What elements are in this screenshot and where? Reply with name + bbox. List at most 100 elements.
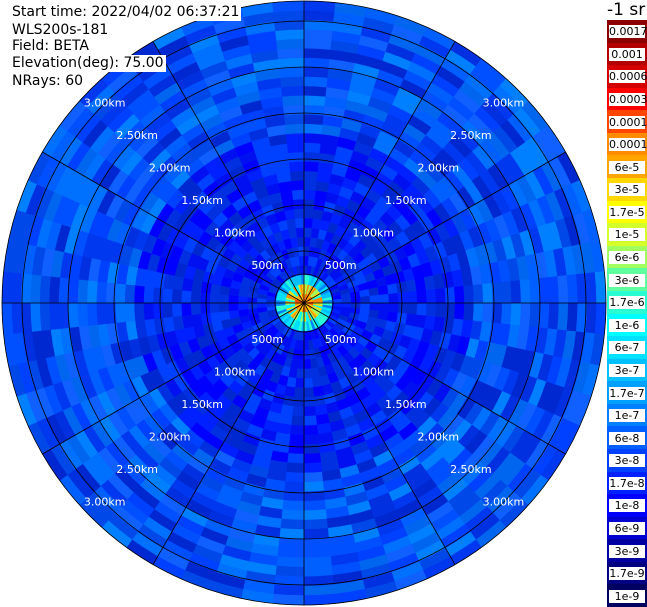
colorbar-tick-label: 6e-7 bbox=[609, 341, 645, 354]
range-gate-bin bbox=[11, 303, 22, 334]
range-gate-bin bbox=[426, 289, 436, 303]
range-gate-bin bbox=[275, 29, 304, 40]
range-gate-bin bbox=[501, 303, 512, 325]
range-gate-bin bbox=[304, 10, 335, 21]
range-gate-bin bbox=[360, 303, 370, 310]
range-gate-bin bbox=[115, 283, 125, 303]
start-time-label: Start time: 2022/04/02 06:37:21 bbox=[10, 4, 241, 21]
range-gate-bin bbox=[454, 303, 464, 320]
colorbar-tick-label: 6e-5 bbox=[609, 161, 645, 174]
range-gate-bin bbox=[304, 369, 312, 379]
range-gate-bin bbox=[304, 228, 312, 238]
range-gate-bin bbox=[49, 303, 60, 330]
range-gate-bin bbox=[304, 453, 321, 463]
range-gate-bin bbox=[78, 279, 89, 303]
range-gate-bin bbox=[304, 133, 322, 143]
range-gate-bin bbox=[304, 77, 328, 88]
colorbar-tick-label: 1.7e-8 bbox=[609, 477, 645, 490]
range-gate-bin bbox=[304, 29, 333, 40]
range-gate-bin bbox=[304, 444, 320, 454]
colorbar-tick-label: 1.7e-7 bbox=[609, 387, 645, 400]
range-gate-bin bbox=[87, 280, 98, 303]
colorbar-tick-label: 1.7e-6 bbox=[609, 296, 645, 309]
range-gate-bin bbox=[11, 272, 22, 303]
range-gate-bin bbox=[96, 281, 107, 303]
range-gate-bin bbox=[273, 585, 304, 596]
range-gate-bin bbox=[220, 311, 231, 321]
range-gate-bin bbox=[297, 359, 304, 369]
range-gate-bin bbox=[292, 406, 304, 416]
range-gate-bin bbox=[295, 218, 304, 228]
range-gate-bin bbox=[586, 272, 597, 303]
range-gate-bin bbox=[144, 303, 154, 320]
range-gate-bin bbox=[275, 566, 304, 577]
range-gate-bin bbox=[287, 453, 304, 463]
range-ring-label: 3.00km bbox=[483, 495, 525, 508]
range-gate-bin bbox=[293, 199, 304, 209]
range-gate-bin bbox=[279, 67, 304, 78]
range-gate-bin bbox=[304, 190, 316, 200]
range-gate-bin bbox=[297, 237, 304, 247]
colorbar-tick-label: 3e-6 bbox=[609, 274, 645, 287]
range-gate-bin bbox=[388, 303, 398, 313]
range-gate-bin bbox=[201, 313, 212, 325]
range-gate-bin bbox=[181, 303, 191, 316]
range-gate-bin bbox=[68, 303, 79, 328]
range-gate-bin bbox=[314, 395, 326, 406]
range-gate-bin bbox=[282, 95, 304, 106]
range-gate-bin bbox=[304, 463, 322, 473]
range-ring-label: 3.00km bbox=[84, 97, 126, 110]
range-gate-bin bbox=[304, 39, 332, 50]
range-gate-bin bbox=[295, 378, 304, 388]
range-gate-bin bbox=[291, 416, 304, 426]
range-gate-bin bbox=[567, 274, 578, 303]
range-gate-bin bbox=[304, 434, 319, 444]
range-ring-label: 1.00km bbox=[352, 365, 394, 378]
range-gate-bin bbox=[304, 556, 332, 567]
range-gate-bin bbox=[304, 237, 311, 247]
range-ring-label: 1.50km bbox=[181, 194, 223, 207]
colorbar-tick-label: 0.0001 bbox=[609, 138, 645, 151]
range-gate-bin bbox=[277, 547, 304, 558]
range-ring-label: 2.50km bbox=[116, 129, 158, 142]
range-gate-bin bbox=[200, 303, 210, 314]
range-ring-label: 2.50km bbox=[450, 463, 492, 476]
colorbar-tick-label: 0.00017 bbox=[609, 116, 645, 129]
range-ring-label: 1.00km bbox=[352, 227, 394, 240]
range-gate-bin bbox=[296, 228, 304, 238]
range-gate-bin bbox=[304, 406, 316, 416]
range-gate-bin bbox=[304, 161, 319, 171]
range-gate-bin bbox=[284, 481, 304, 491]
range-gate-bin bbox=[96, 303, 107, 325]
range-gate-bin bbox=[379, 303, 389, 312]
range-gate-bin bbox=[360, 296, 370, 303]
range-gate-bin bbox=[304, 209, 314, 219]
range-gate-bin bbox=[304, 472, 323, 482]
range-gate-bin bbox=[40, 303, 51, 331]
colorbar-tick-label: 0.0006 bbox=[609, 70, 645, 83]
range-gate-bin bbox=[294, 209, 304, 219]
range-ring-label: 2.50km bbox=[116, 463, 158, 476]
instrument-label: WLS200s-181 bbox=[12, 22, 108, 39]
range-gate-bin bbox=[464, 285, 474, 303]
range-gate-bin bbox=[30, 303, 41, 332]
range-gate-bin bbox=[304, 528, 329, 539]
range-gate-bin bbox=[342, 298, 352, 303]
range-gate-bin bbox=[153, 303, 163, 319]
range-gate-bin bbox=[272, 1, 304, 12]
range-gate-bin bbox=[285, 124, 304, 134]
range-gate-bin bbox=[172, 303, 182, 317]
range-gate-bin bbox=[210, 293, 220, 303]
range-ring-label: 2.00km bbox=[418, 162, 460, 175]
range-gate-bin bbox=[595, 303, 606, 335]
range-gate-bin bbox=[304, 387, 314, 397]
range-gate-bin bbox=[289, 434, 304, 444]
range-gate-bin bbox=[396, 281, 407, 293]
range-gate-bin bbox=[290, 171, 304, 181]
range-gate-bin bbox=[379, 294, 389, 303]
colorbar-tick-label: 3e-5 bbox=[609, 183, 645, 196]
range-gate-bin bbox=[407, 303, 417, 315]
range-gate-bin bbox=[292, 190, 304, 200]
range-gate-bin bbox=[304, 171, 318, 181]
colorbar-tick-label: 0.0017 bbox=[609, 25, 645, 38]
